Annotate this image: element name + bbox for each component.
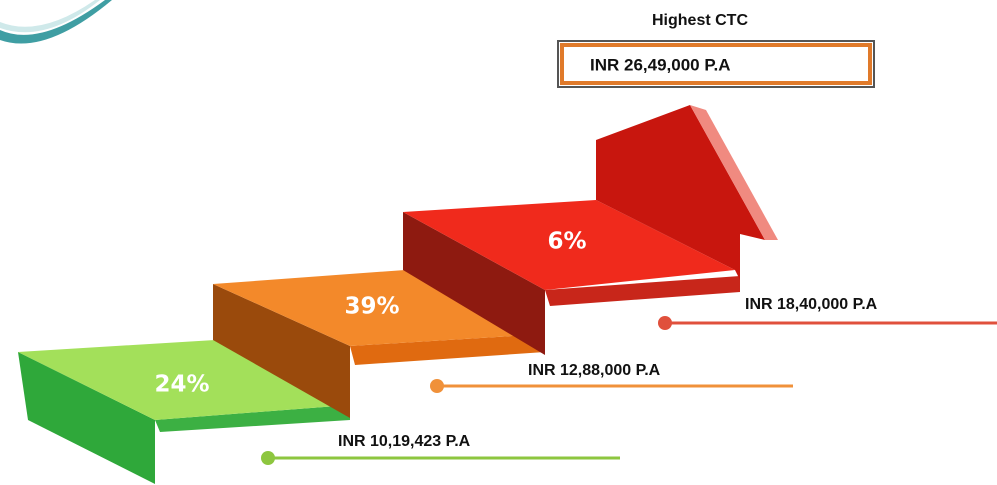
step-salary: INR 12,88,000 P.A: [528, 362, 661, 379]
step-percent: 39%: [344, 294, 399, 320]
step-percent: 6%: [547, 229, 586, 255]
highest-title: Highest CTC: [652, 12, 748, 29]
highest-value: INR 26,49,000 P.A: [590, 55, 731, 74]
infographic: Highest CTC INR 26,49,000 P.A 24% 39% 6%…: [0, 0, 997, 485]
step-percent: 24%: [154, 372, 209, 398]
step-salary: INR 18,40,000 P.A: [745, 296, 878, 313]
leader-dot: [658, 316, 672, 330]
leader-dot: [261, 451, 275, 465]
step-salary: INR 10,19,423 P.A: [338, 433, 471, 450]
leader-dot: [430, 379, 444, 393]
